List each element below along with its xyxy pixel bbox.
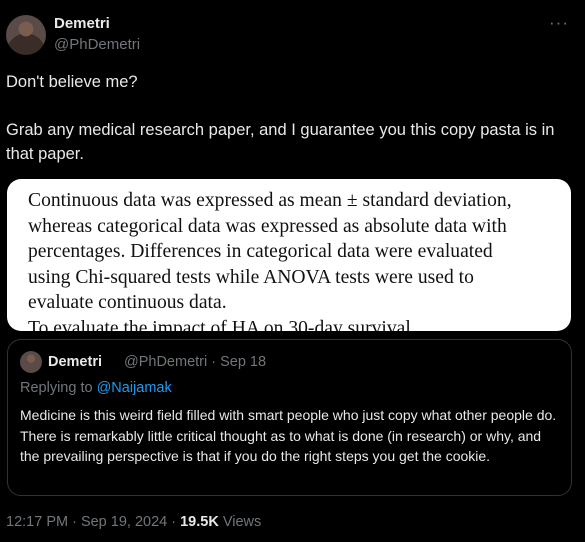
author-handle[interactable]: @PhDemetri: [54, 36, 141, 53]
quote-avatar: [20, 351, 42, 373]
media-line: using Chi-squared tests while ANOVA test…: [28, 266, 474, 288]
tweet-footer: 12:17 PM · Sep 19, 2024 · 19.5K Views: [6, 514, 261, 530]
tweet-text: Don't believe me? Grab any medical resea…: [6, 70, 576, 166]
views-label: Views: [218, 514, 262, 530]
replying-mention[interactable]: @Naijamak: [96, 380, 172, 396]
media-line: evaluate continuous data.: [28, 292, 227, 313]
quote-meta: @PhDemetri · Sep 18: [124, 354, 267, 370]
quote-text: Medicine is this weird field filled with…: [20, 407, 557, 464]
media-line: To evaluate the impact of HA on 30-day s…: [28, 317, 416, 332]
media-line: percentages. Differences in categorical …: [28, 241, 493, 262]
more-icon[interactable]: ···: [549, 13, 569, 32]
avatar[interactable]: [6, 15, 46, 55]
quote-replying-to: Replying to @Naijamak: [20, 380, 172, 396]
views-count[interactable]: 19.5K: [180, 514, 219, 530]
tweet-paragraph: Grab any medical research paper, and I g…: [6, 121, 555, 163]
media-text: Continuous data was expressed as mean ± …: [28, 188, 548, 331]
author-name[interactable]: Demetri: [54, 15, 110, 32]
media-line: Continuous data was expressed as mean ± …: [28, 190, 512, 211]
quoted-tweet[interactable]: Demetri @PhDemetri · Sep 18 Replying to …: [7, 339, 572, 496]
media-image[interactable]: Continuous data was expressed as mean ± …: [7, 179, 571, 331]
media-line: whereas categorical data was expressed a…: [28, 215, 507, 237]
quote-author-name: Demetri: [48, 354, 102, 370]
tweet-paragraph: Don't believe me?: [6, 73, 138, 91]
timestamp[interactable]: 12:17 PM · Sep 19, 2024 ·: [6, 514, 181, 530]
replying-prefix: Replying to: [20, 380, 97, 396]
